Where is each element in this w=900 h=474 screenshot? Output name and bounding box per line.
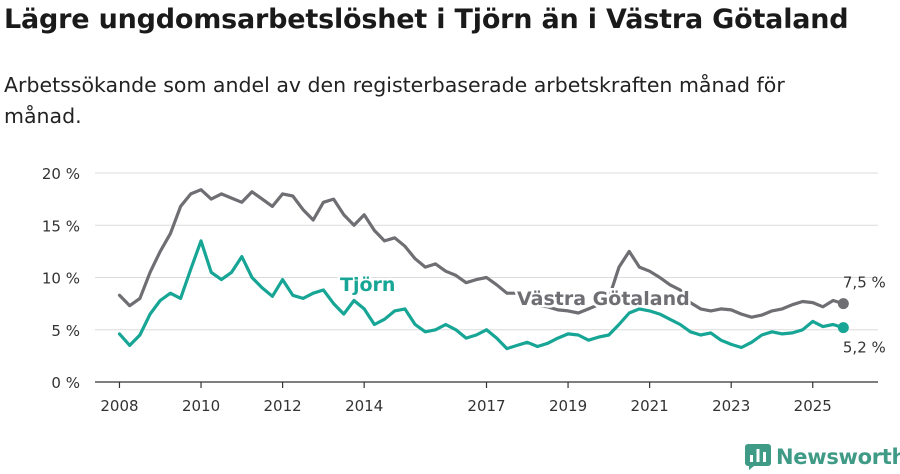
brand-name: Newsworthy <box>776 445 900 469</box>
x-tick-label: 2012 <box>264 397 302 415</box>
y-tick-label: 15 % <box>42 217 80 235</box>
x-tick-label: 2025 <box>794 397 832 415</box>
y-tick-label: 10 % <box>42 270 80 288</box>
end-point-v-stra-g-taland <box>837 298 849 310</box>
series-label-tjorn: Tjörn <box>340 274 395 296</box>
newsworthy-logo[interactable]: Newsworthy <box>745 441 900 473</box>
x-tick-label: 2019 <box>549 397 587 415</box>
x-tick-label: 2023 <box>712 397 750 415</box>
y-tick-label: 5 % <box>51 322 80 340</box>
chart-subtitle: Arbetssökande som andel av den registerb… <box>4 73 785 128</box>
y-tick-label: 0 % <box>51 374 80 392</box>
series-label-vastra-gotaland: Västra Götaland <box>517 288 690 310</box>
chart-title: Lägre ungdomsarbetslöshet i Tjörn än i V… <box>4 4 849 35</box>
x-tick-label: 2014 <box>345 397 383 415</box>
end-value-label-vastra-gotaland: 7,5 % <box>843 274 886 292</box>
series-line-v-stra-g-taland <box>117 188 845 319</box>
y-tick-label: 20 % <box>42 165 80 183</box>
x-tick-label: 2010 <box>182 397 220 415</box>
end-point-tj-rn <box>837 322 849 334</box>
series-line-tj-rn <box>117 239 845 351</box>
x-tick-label: 2021 <box>631 397 669 415</box>
x-tick-label: 2017 <box>467 397 505 415</box>
end-value-label-tjorn: 5,2 % <box>843 339 886 357</box>
x-tick-label: 2008 <box>100 397 138 415</box>
bar-chart-icon <box>745 444 771 470</box>
